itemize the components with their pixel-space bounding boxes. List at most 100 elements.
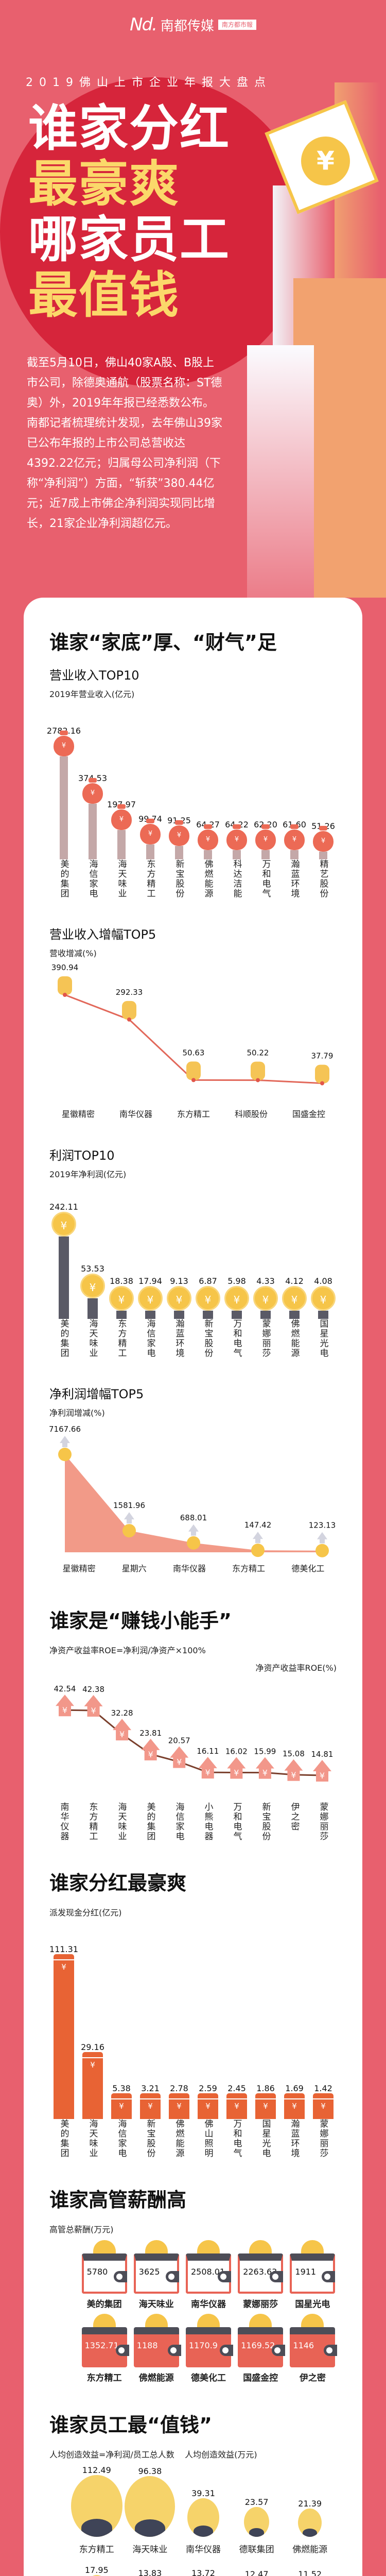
bar-column: 17.94 ¥ (138, 1276, 163, 1319)
category-label: 佛燃能源 (289, 1319, 300, 1358)
wallet-clasp (322, 2271, 336, 2282)
wallet-icon: 3625 (133, 2253, 179, 2294)
wallet-item: 2508.01 南华仪器 (184, 2240, 232, 2310)
money-bag-icon: ¥ (111, 804, 132, 831)
person-item: 21.39 佛燃能源 (283, 2465, 337, 2565)
bar (318, 1311, 328, 1319)
roe-formula: 净资产收益率ROE=净利润/净资产×100% (49, 1646, 206, 1655)
nandu-logo: Nd. 南都传媒 南方都市報 (0, 14, 386, 35)
company-name: 国星光电 (295, 2299, 330, 2310)
wallet-clasp (167, 2345, 181, 2356)
roe-line-chart: ¥42.54 ¥42.38 ¥32.28 ¥23.81 ¥20.57 ¥16.11 ¥16.… (49, 1679, 338, 1841)
category-label: 科顺股份 (234, 1109, 268, 1119)
money-bag-icon: ¥ (226, 824, 247, 850)
company-name: 德美化工 (190, 2373, 226, 2383)
chart-title-profit-growth: 净利润增幅TOP5 (49, 1387, 144, 1401)
person-item: 39.31 南华仪器 (177, 2465, 230, 2565)
wallet-clasp (219, 2345, 233, 2356)
red-envelope-bar: ¥ (284, 2093, 305, 2119)
red-envelope-bar: ¥ (82, 2052, 103, 2119)
svg-text:¥: ¥ (291, 1770, 296, 1780)
red-circle-decor (0, 77, 309, 386)
category-label: 国星光电 (318, 1319, 328, 1358)
value-label: 1.42 (314, 2083, 332, 2093)
person-body (134, 2519, 165, 2537)
value-label: 18.38 (110, 1276, 133, 1286)
wallet-item: 1188 佛燃能源 (132, 2314, 181, 2383)
bar (289, 1311, 300, 1319)
wallet-item: 1170.9 德美化工 (184, 2314, 233, 2383)
svg-text:7167.66: 7167.66 (49, 1425, 81, 1434)
company-name: 伊之密 (299, 2373, 326, 2383)
bar-column: 64.27¥ (196, 820, 220, 859)
bar-column: 5.98 ¥ (224, 1276, 249, 1319)
wallet-icon: 1146 (290, 2327, 338, 2367)
company-name: 东方精工 (86, 2373, 122, 2383)
category-label: 伊之密 (289, 1802, 300, 1832)
company-name: 东方精工 (79, 2545, 114, 2555)
bar (59, 1236, 69, 1319)
bar (174, 1311, 184, 1319)
bar-column: 51.26¥ (311, 821, 336, 859)
value-label: 4.33 (256, 1276, 275, 1286)
revenue-growth-line-chart: 390.94 292.33 50.63 50.22 37.79 星徽精密 南华仪器 东方精工 科… (49, 964, 338, 1120)
chart-svg: ¥42.54 ¥42.38 ¥32.28 ¥23.81 ¥20.57 ¥16.11 ¥16.… (54, 1684, 333, 1782)
coin-icon (301, 2314, 324, 2329)
yen-coin-icon: ¥ (224, 1286, 249, 1311)
svg-text:123.13: 123.13 (309, 1521, 336, 1530)
money-bag-icon: ¥ (255, 824, 276, 851)
bar-column: 9.13 ¥ (167, 1276, 191, 1319)
tower-illustration: ¥ (232, 67, 386, 598)
company-name: 国盛金控 (243, 2373, 278, 2383)
wallet-clasp (324, 2345, 338, 2356)
person-body (81, 2519, 112, 2537)
value-label: 39.31 (191, 2488, 215, 2498)
value-label: 13.83 (138, 2568, 162, 2576)
wallet-icon: 1911 (290, 2253, 336, 2294)
category-label: 蒙娜丽莎 (260, 1319, 271, 1358)
wallet-item: 2263.63 蒙娜丽莎 (237, 2240, 285, 2310)
content-card: 谁家“家底”厚、“财气”足 营业收入TOP10 2019年营业收入(亿元) 27… (24, 598, 362, 2576)
red-envelope-bar: ¥ (54, 1954, 74, 2119)
value-label: 29.16 (81, 2042, 104, 2052)
category-label: 瀚蓝环境 (289, 2119, 300, 2158)
bar (145, 1311, 155, 1319)
bar-column: 64.22¥ (224, 820, 249, 859)
value-label: 11.52 (298, 2569, 322, 2576)
chart-caption: 营收增减(%) (49, 948, 97, 958)
intro-paragraph: 截至5月10日，佛山40家A股、B股上市公司，除德奥通航（股票名称：ST德奥）外… (27, 357, 222, 530)
wallet-icon: 1352.71 (81, 2327, 129, 2367)
company-name: 德联集团 (239, 2545, 274, 2555)
svg-text:15.99: 15.99 (254, 1747, 276, 1756)
exec-pay-wallets: 5780 美的集团 3625 海天味业 2508.01 南华仪器 2263.63 蒙娜丽莎 19… (49, 2240, 338, 2383)
svg-text:292.33: 292.33 (116, 988, 143, 997)
company-name: 佛燃能源 (292, 2545, 328, 2555)
category-label: 东方精工 (116, 1319, 127, 1358)
chart-svg: 7167.66 1581.96 688.01 147.42 123.13 (49, 1425, 336, 1557)
category-label: 海信家电 (145, 1319, 155, 1358)
svg-text:¥: ¥ (91, 1706, 96, 1716)
bar-column: 2.59 ¥ (196, 2083, 220, 2119)
company-name: 美的集团 (86, 2299, 122, 2310)
value-label: 111.31 (49, 1944, 78, 1954)
profit-growth-area-chart: 7167.66 1581.96 688.01 147.42 123.13 星徽精密 星期六 南… (49, 1423, 338, 1574)
svg-text:¥: ¥ (177, 1757, 182, 1767)
category-label: 美的集团 (58, 859, 69, 899)
bar (87, 1298, 98, 1319)
money-bag-icon: ¥ (82, 778, 103, 804)
bar-row: 242.11 ¥53.53 ¥18.38 ¥17.94 ¥9.13 ¥6.87 ¥5.98 ¥… (49, 1185, 338, 1319)
person-item: 13.83雄塑科技 (124, 2565, 177, 2576)
bar-column: 29.16 ¥ (80, 2042, 105, 2119)
bar-stem (290, 850, 299, 859)
bar-column: 5.38 ¥ (109, 2083, 134, 2119)
coin-icon (93, 2240, 116, 2256)
value-label: 9.13 (170, 1276, 188, 1286)
money-bag-icon: ¥ (140, 819, 161, 845)
bar (260, 1311, 271, 1319)
category-label: 星徽精密 (62, 1564, 96, 1573)
bar-stem (233, 850, 241, 859)
section-title-roe: 谁家是“赚钱小能手” (49, 1609, 232, 1632)
coin-icon (197, 2240, 220, 2256)
bar-column: 1.86 ¥ (253, 2083, 278, 2119)
value-label: 3625 (138, 2267, 160, 2277)
